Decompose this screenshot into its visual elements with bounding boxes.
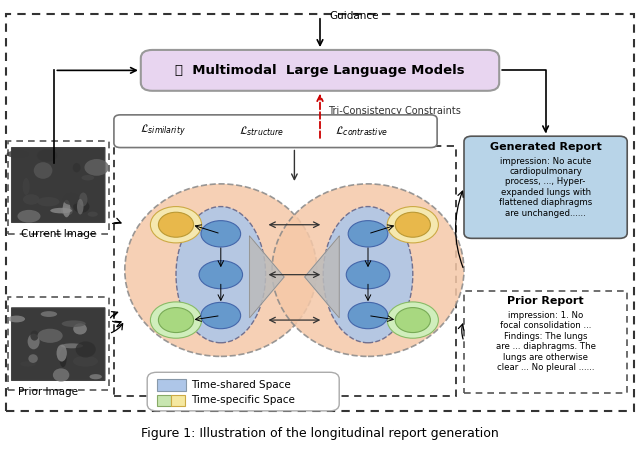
Ellipse shape (61, 321, 86, 327)
Ellipse shape (37, 197, 60, 207)
Ellipse shape (199, 261, 243, 289)
Ellipse shape (61, 206, 73, 216)
Ellipse shape (387, 302, 438, 338)
FancyBboxPatch shape (12, 148, 105, 222)
Ellipse shape (28, 334, 40, 349)
Ellipse shape (41, 311, 57, 317)
Ellipse shape (73, 200, 90, 213)
Ellipse shape (90, 374, 102, 379)
Ellipse shape (346, 261, 390, 289)
Ellipse shape (396, 212, 431, 237)
Text: Figure 1: Illustration of the longitudinal report generation: Figure 1: Illustration of the longitudin… (141, 427, 499, 440)
Ellipse shape (77, 199, 83, 214)
Text: Time-shared Space: Time-shared Space (191, 380, 291, 390)
Ellipse shape (17, 210, 40, 222)
Ellipse shape (38, 329, 63, 343)
Ellipse shape (348, 221, 388, 247)
Text: Generated Report: Generated Report (490, 142, 602, 152)
Text: Prior Image: Prior Image (18, 387, 78, 397)
Ellipse shape (6, 150, 29, 158)
Ellipse shape (73, 356, 98, 367)
Ellipse shape (272, 184, 464, 356)
Text: Prior Report: Prior Report (508, 296, 584, 306)
Ellipse shape (56, 345, 67, 361)
Ellipse shape (84, 159, 109, 176)
Ellipse shape (28, 354, 38, 363)
FancyBboxPatch shape (171, 395, 185, 406)
Ellipse shape (20, 361, 36, 367)
Ellipse shape (73, 163, 81, 173)
Ellipse shape (323, 207, 413, 343)
FancyBboxPatch shape (141, 50, 499, 91)
Ellipse shape (348, 302, 388, 329)
Ellipse shape (150, 302, 202, 338)
Text: Guidance: Guidance (330, 11, 379, 21)
Ellipse shape (158, 308, 193, 332)
Ellipse shape (79, 192, 88, 207)
Text: Time-specific Space: Time-specific Space (191, 395, 294, 405)
Text: 🔥  Multimodal  Large Language Models: 🔥 Multimodal Large Language Models (175, 64, 465, 77)
FancyBboxPatch shape (157, 379, 186, 391)
Ellipse shape (61, 343, 83, 348)
Polygon shape (250, 236, 284, 318)
FancyBboxPatch shape (114, 115, 437, 148)
FancyBboxPatch shape (12, 308, 105, 380)
Ellipse shape (30, 331, 38, 340)
Ellipse shape (23, 194, 40, 205)
Text: Tri-Consistency Constraints: Tri-Consistency Constraints (328, 106, 461, 116)
Ellipse shape (63, 200, 70, 217)
Ellipse shape (22, 178, 29, 195)
Ellipse shape (37, 149, 58, 162)
Ellipse shape (81, 175, 94, 180)
Ellipse shape (51, 208, 72, 213)
Text: impression: No acute
cardiopulmonary
process, ..., Hyper-
expanded lungs with
fl: impression: No acute cardiopulmonary pro… (499, 157, 592, 217)
Ellipse shape (387, 207, 438, 243)
Ellipse shape (158, 212, 193, 237)
Text: $\mathcal{L}_{structure}$: $\mathcal{L}_{structure}$ (239, 124, 284, 138)
Ellipse shape (63, 193, 79, 205)
Ellipse shape (150, 207, 202, 243)
Ellipse shape (73, 323, 87, 335)
Polygon shape (305, 236, 339, 318)
Ellipse shape (176, 207, 266, 343)
Ellipse shape (60, 349, 67, 367)
Text: Current Image: Current Image (20, 229, 96, 239)
Text: $\mathcal{L}_{contrastive}$: $\mathcal{L}_{contrastive}$ (335, 124, 388, 138)
Ellipse shape (8, 316, 25, 322)
Ellipse shape (76, 341, 96, 357)
Ellipse shape (34, 162, 52, 179)
FancyBboxPatch shape (147, 372, 339, 411)
Text: $\mathcal{L}_{similarity}$: $\mathcal{L}_{similarity}$ (140, 123, 186, 139)
FancyBboxPatch shape (464, 136, 627, 238)
Ellipse shape (201, 221, 241, 247)
FancyBboxPatch shape (157, 395, 171, 406)
Ellipse shape (125, 184, 317, 356)
Text: impression: 1. No
focal consolidation ...
Findings: The lungs
are ... diaphragms: impression: 1. No focal consolidation ..… (495, 311, 596, 372)
Ellipse shape (396, 308, 431, 332)
Ellipse shape (201, 302, 241, 329)
Ellipse shape (88, 212, 98, 217)
Ellipse shape (53, 368, 69, 382)
